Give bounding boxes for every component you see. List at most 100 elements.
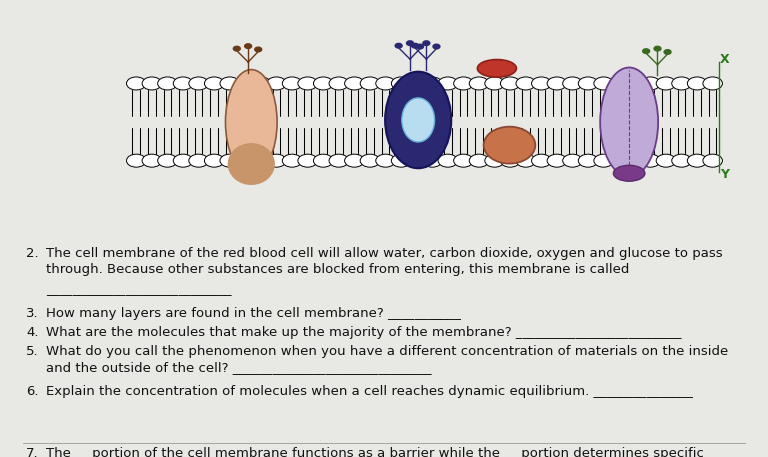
Circle shape [454,77,473,90]
Circle shape [407,77,426,90]
Circle shape [412,43,419,48]
Circle shape [656,154,676,167]
Circle shape [396,43,402,48]
Circle shape [664,50,671,54]
Text: The     portion of the cell membrane functions as a barrier while the     portio: The portion of the cell membrane functio… [46,447,704,457]
Circle shape [360,154,379,167]
Ellipse shape [385,72,452,168]
Circle shape [220,77,240,90]
Circle shape [233,46,240,51]
Circle shape [687,154,707,167]
Circle shape [625,77,644,90]
Text: What are the molecules that make up the majority of the membrane? ______________: What are the molecules that make up the … [46,326,681,339]
Ellipse shape [402,98,435,142]
Circle shape [204,154,224,167]
Circle shape [516,77,535,90]
Circle shape [329,154,349,167]
Circle shape [283,77,302,90]
Circle shape [392,77,411,90]
Text: 2.: 2. [26,247,38,260]
Circle shape [578,154,598,167]
Circle shape [220,154,240,167]
Circle shape [438,154,458,167]
Circle shape [407,154,426,167]
Text: 4.: 4. [26,326,38,339]
Circle shape [189,154,208,167]
Circle shape [643,49,650,53]
Circle shape [547,77,567,90]
Circle shape [610,77,629,90]
Circle shape [266,77,286,90]
Ellipse shape [600,68,658,176]
Circle shape [360,77,379,90]
Circle shape [672,154,691,167]
Circle shape [578,77,598,90]
Circle shape [531,154,551,167]
Circle shape [376,77,396,90]
Circle shape [298,77,317,90]
Circle shape [174,77,193,90]
Circle shape [142,77,161,90]
Circle shape [406,41,413,46]
Circle shape [283,154,302,167]
Circle shape [376,154,396,167]
Text: ____________________________: ____________________________ [46,283,231,296]
Circle shape [313,77,333,90]
Text: 6.: 6. [26,385,38,398]
Circle shape [469,77,488,90]
Circle shape [345,154,364,167]
Circle shape [485,77,505,90]
Circle shape [469,154,488,167]
Circle shape [392,154,411,167]
Text: Y: Y [720,168,730,181]
Ellipse shape [614,165,645,181]
Circle shape [672,77,691,90]
Circle shape [236,154,255,167]
Circle shape [245,44,252,48]
Circle shape [563,77,582,90]
Circle shape [501,77,520,90]
Circle shape [298,154,317,167]
Circle shape [656,77,676,90]
Circle shape [654,46,661,51]
Circle shape [433,44,440,49]
Circle shape [157,154,177,167]
Circle shape [345,77,364,90]
Circle shape [438,77,458,90]
Circle shape [266,154,286,167]
Text: What do you call the phenomenon when you have a different concentration of mater: What do you call the phenomenon when you… [46,345,728,358]
Circle shape [563,154,582,167]
Circle shape [423,41,430,46]
Circle shape [641,77,660,90]
Circle shape [594,154,614,167]
Text: 3.: 3. [26,307,38,320]
Circle shape [485,154,505,167]
Circle shape [142,154,161,167]
Circle shape [516,154,535,167]
Text: and the outside of the cell? ______________________________: and the outside of the cell? ___________… [46,361,432,374]
Circle shape [329,77,349,90]
Circle shape [422,77,442,90]
Text: 5.: 5. [26,345,38,358]
Circle shape [687,77,707,90]
Circle shape [641,154,660,167]
Circle shape [127,77,146,90]
Circle shape [422,154,442,167]
Circle shape [703,77,723,90]
Circle shape [454,154,473,167]
Circle shape [313,154,333,167]
Circle shape [610,154,629,167]
Circle shape [157,77,177,90]
Circle shape [416,44,423,49]
Circle shape [703,154,723,167]
Circle shape [189,77,208,90]
Text: through. Because other substances are blocked from entering, this membrane is ca: through. Because other substances are bl… [46,263,629,276]
Text: How many layers are found in the cell membrane? ___________: How many layers are found in the cell me… [46,307,461,320]
Text: Explain the concentration of molecules when a cell reaches dynamic equilibrium. : Explain the concentration of molecules w… [46,385,693,398]
Ellipse shape [484,127,535,164]
Circle shape [594,77,614,90]
Circle shape [255,47,262,52]
Ellipse shape [478,59,516,77]
Circle shape [501,154,520,167]
Circle shape [251,154,270,167]
